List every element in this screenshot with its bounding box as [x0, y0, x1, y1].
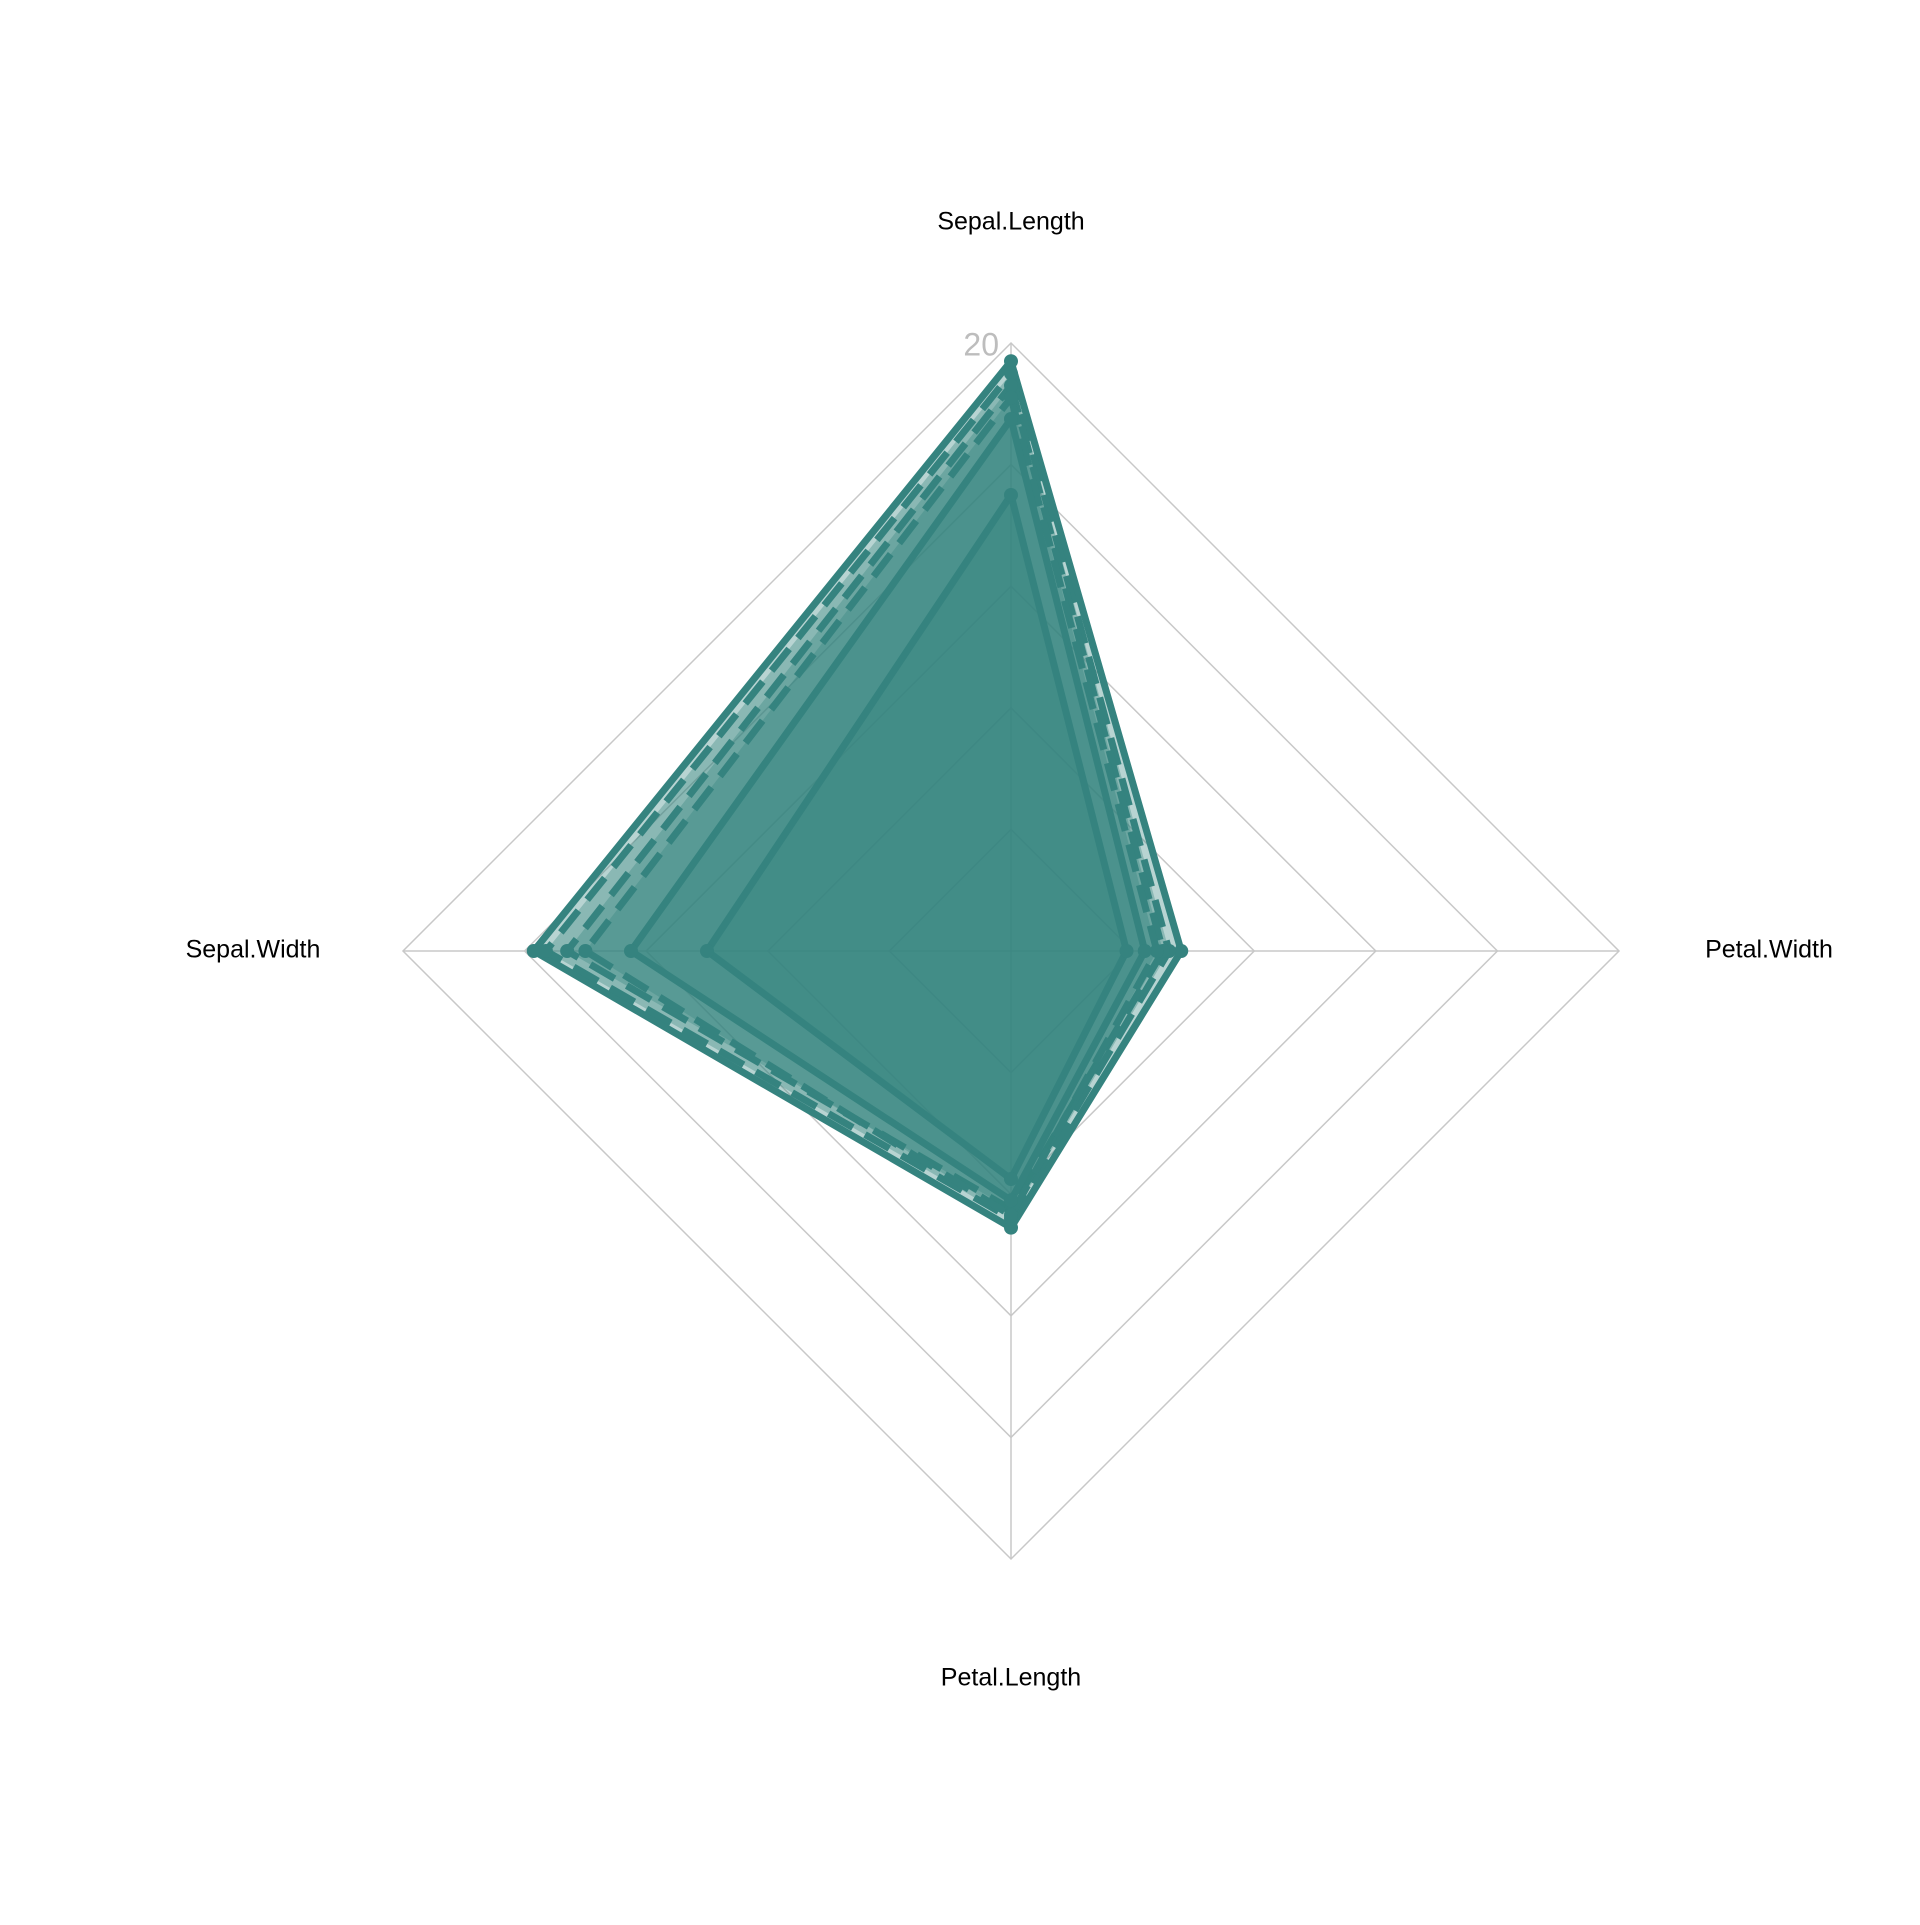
data-point: [1004, 390, 1018, 405]
r-tick-label: 20: [963, 326, 999, 362]
data-point: [624, 944, 638, 958]
data-point: [1149, 944, 1164, 958]
data-point: [1004, 354, 1018, 369]
data-point: [1004, 1193, 1018, 1208]
data-point: [1004, 1172, 1018, 1186]
data-point: [1004, 366, 1018, 381]
axis-label: Petal.Width: [1705, 936, 1833, 964]
data-point: [1137, 944, 1152, 958]
data-point: [560, 944, 575, 958]
data-point: [1004, 412, 1018, 426]
data-point: [1119, 944, 1134, 958]
axis-label: Sepal.Length: [937, 208, 1084, 236]
data-point: [1174, 944, 1189, 958]
data-point: [578, 944, 593, 958]
data-point: [538, 944, 553, 958]
data-point: [1004, 378, 1018, 393]
data-point: [1004, 1208, 1018, 1223]
axis-label: Petal.Length: [941, 1664, 1081, 1692]
data-point: [526, 944, 541, 958]
axis-label: Sepal.Width: [186, 936, 321, 964]
data-point: [700, 944, 714, 958]
data-point: [1004, 488, 1018, 502]
